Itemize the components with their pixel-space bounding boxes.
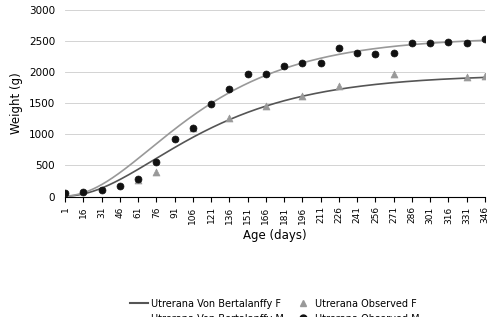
- Point: [152, 170, 160, 175]
- Point: [189, 126, 197, 131]
- Point: [134, 177, 142, 182]
- Point: [226, 86, 234, 91]
- Point: [481, 37, 489, 42]
- Point: [335, 45, 343, 50]
- Point: [207, 102, 215, 107]
- Point: [372, 51, 380, 56]
- Point: [444, 39, 452, 44]
- Point: [298, 93, 306, 98]
- Point: [244, 72, 252, 77]
- Point: [481, 73, 489, 78]
- Point: [408, 41, 416, 46]
- Point: [280, 63, 288, 68]
- Point: [390, 72, 398, 77]
- Point: [316, 60, 324, 65]
- Point: [116, 184, 124, 189]
- Point: [152, 159, 160, 164]
- Point: [262, 72, 270, 77]
- Point: [298, 61, 306, 66]
- Y-axis label: Weight (g): Weight (g): [10, 72, 24, 134]
- Point: [390, 50, 398, 55]
- Legend: Utrerana Von Bertalanffy F, Utrerana Von Bertalanffy M, Utrerana Observed F, Utr: Utrerana Von Bertalanffy F, Utrerana Von…: [130, 299, 420, 317]
- Point: [426, 40, 434, 45]
- Point: [61, 191, 69, 196]
- Point: [462, 41, 470, 46]
- Point: [134, 177, 142, 182]
- Point: [462, 75, 470, 80]
- Point: [335, 83, 343, 88]
- Point: [353, 50, 361, 55]
- X-axis label: Age (days): Age (days): [243, 229, 307, 242]
- Point: [80, 190, 88, 195]
- Point: [226, 115, 234, 120]
- Point: [170, 137, 178, 142]
- Point: [98, 187, 106, 192]
- Point: [262, 104, 270, 109]
- Point: [189, 126, 197, 131]
